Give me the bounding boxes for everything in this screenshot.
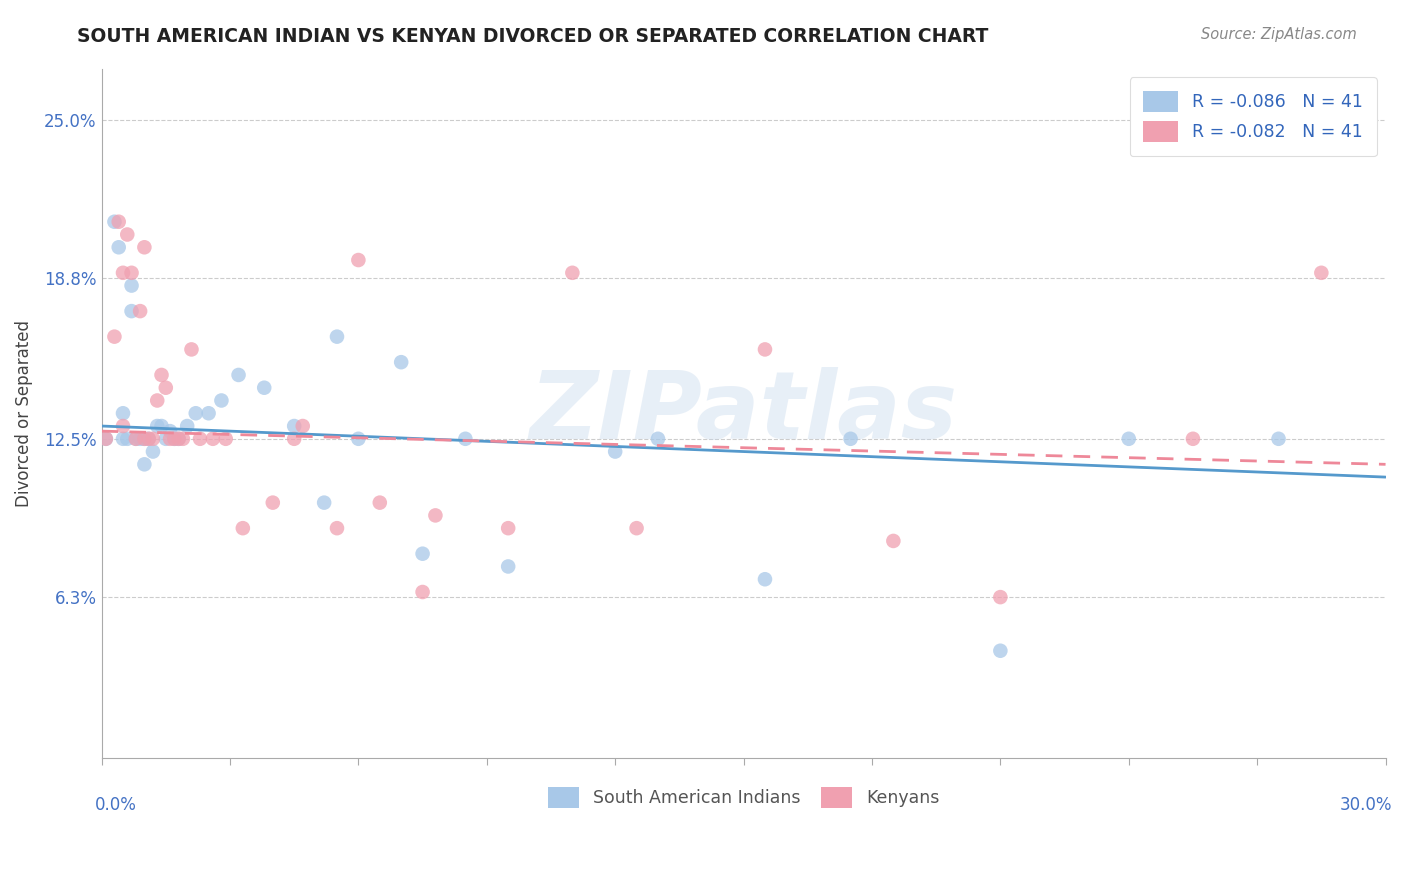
Point [209, 393, 232, 408]
Point [626, 521, 648, 535]
Text: 30.0%: 30.0% [1340, 796, 1392, 814]
Point [754, 343, 776, 357]
Text: Source: ZipAtlas.com: Source: ZipAtlas.com [1201, 27, 1357, 42]
Point [142, 432, 165, 446]
Point [111, 432, 134, 446]
Point [754, 572, 776, 586]
Point [150, 368, 173, 382]
Point [412, 585, 434, 599]
Point [134, 432, 156, 446]
Point [155, 381, 177, 395]
Point [314, 495, 336, 509]
Point [232, 521, 254, 535]
Legend: South American Indians, Kenyans: South American Indians, Kenyans [541, 780, 946, 814]
Point [454, 432, 477, 446]
Point [159, 432, 181, 446]
Point [215, 432, 238, 446]
Point [347, 432, 370, 446]
Point [253, 381, 276, 395]
Point [94, 432, 117, 446]
Point [163, 432, 186, 446]
Point [134, 240, 156, 254]
Point [1118, 432, 1140, 446]
Point [129, 432, 152, 446]
Point [121, 304, 143, 318]
Point [605, 444, 627, 458]
Point [1267, 432, 1289, 446]
Point [291, 419, 314, 434]
Point [228, 368, 250, 382]
Point [163, 432, 186, 446]
Point [103, 215, 125, 229]
Point [155, 432, 177, 446]
Point [167, 432, 190, 446]
Point [146, 419, 169, 434]
Point [496, 559, 519, 574]
Point [412, 547, 434, 561]
Point [839, 432, 862, 446]
Point [134, 458, 156, 472]
Point [188, 432, 211, 446]
Point [1181, 432, 1204, 446]
Point [176, 419, 198, 434]
Point [111, 266, 134, 280]
Point [180, 343, 202, 357]
Point [326, 329, 349, 343]
Point [103, 329, 125, 343]
Point [882, 533, 904, 548]
Point [111, 406, 134, 420]
Point [197, 406, 219, 420]
Point [1310, 266, 1333, 280]
Point [107, 240, 129, 254]
Point [368, 495, 391, 509]
Point [117, 227, 139, 242]
Point [134, 432, 156, 446]
Point [201, 432, 224, 446]
Text: ZIPatlas: ZIPatlas [530, 368, 957, 459]
Point [425, 508, 447, 523]
Point [142, 444, 165, 458]
Point [150, 419, 173, 434]
Point [94, 432, 117, 446]
Point [159, 424, 181, 438]
Point [283, 419, 305, 434]
Y-axis label: Divorced or Separated: Divorced or Separated [15, 319, 32, 507]
Point [117, 432, 139, 446]
Point [347, 253, 370, 268]
Point [138, 432, 160, 446]
Point [121, 266, 143, 280]
Point [283, 432, 305, 446]
Point [988, 644, 1011, 658]
Point [988, 590, 1011, 604]
Text: 0.0%: 0.0% [96, 796, 136, 814]
Point [125, 432, 148, 446]
Point [262, 495, 284, 509]
Point [107, 215, 129, 229]
Point [129, 304, 152, 318]
Text: SOUTH AMERICAN INDIAN VS KENYAN DIVORCED OR SEPARATED CORRELATION CHART: SOUTH AMERICAN INDIAN VS KENYAN DIVORCED… [77, 27, 988, 45]
Point [121, 278, 143, 293]
Point [389, 355, 412, 369]
Point [561, 266, 583, 280]
Point [125, 432, 148, 446]
Point [111, 419, 134, 434]
Point [496, 521, 519, 535]
Point [138, 432, 160, 446]
Point [326, 521, 349, 535]
Point [167, 432, 190, 446]
Point [146, 393, 169, 408]
Point [647, 432, 669, 446]
Point [172, 432, 194, 446]
Point [184, 406, 207, 420]
